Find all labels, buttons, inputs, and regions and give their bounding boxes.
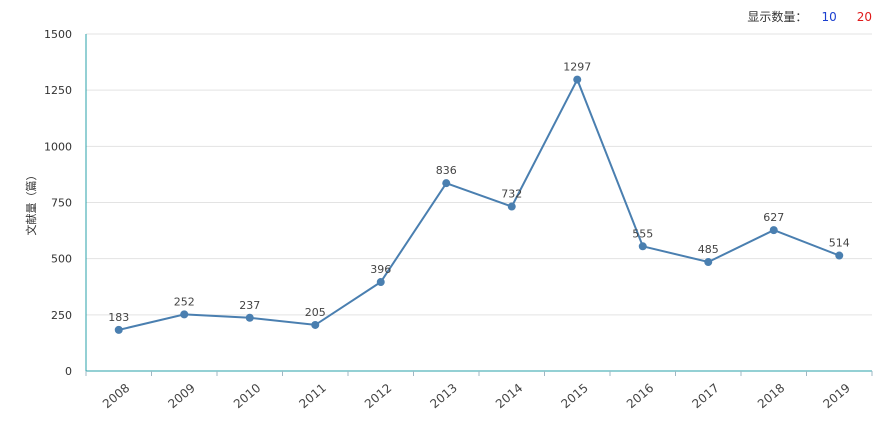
y-axis-label: 文献量（篇） bbox=[24, 170, 38, 236]
data-label: 485 bbox=[698, 243, 719, 256]
data-label: 627 bbox=[763, 211, 784, 224]
data-label: 205 bbox=[305, 306, 326, 319]
x-tick-label: 2013 bbox=[427, 381, 459, 411]
data-point[interactable] bbox=[376, 278, 385, 287]
x-tick-label: 2008 bbox=[100, 381, 132, 411]
display-count-toolbar: 显示数量： 10 20 bbox=[747, 8, 872, 25]
y-tick-label: 1500 bbox=[44, 28, 72, 41]
data-label: 514 bbox=[829, 237, 850, 250]
x-tick-label: 2010 bbox=[231, 381, 263, 411]
y-tick-label: 1250 bbox=[44, 84, 72, 97]
data-label: 396 bbox=[370, 263, 391, 276]
y-tick-label: 0 bbox=[65, 365, 72, 378]
axes bbox=[85, 34, 873, 376]
x-tick-label: 2009 bbox=[165, 381, 197, 411]
y-tick-label: 1000 bbox=[44, 140, 72, 153]
data-point[interactable] bbox=[114, 325, 123, 334]
data-point[interactable] bbox=[245, 313, 254, 322]
x-tick-label: 2014 bbox=[493, 381, 525, 411]
data-label: 555 bbox=[632, 227, 653, 240]
data-point[interactable] bbox=[442, 179, 451, 188]
y-tick-label: 500 bbox=[51, 253, 72, 266]
y-tick-labels: 0 250 500 750 1000 1250 1500 bbox=[44, 28, 72, 378]
data-point[interactable] bbox=[835, 251, 844, 260]
x-tick-label: 2016 bbox=[624, 381, 656, 411]
data-labels: 183 252 237 205 396 836 732 1297 555 485 627 514 bbox=[108, 61, 850, 324]
y-tick-label: 750 bbox=[51, 197, 72, 210]
data-point[interactable] bbox=[704, 258, 713, 267]
data-label: 237 bbox=[239, 299, 260, 312]
data-label: 183 bbox=[108, 311, 129, 324]
series-line bbox=[118, 77, 840, 331]
data-points bbox=[114, 75, 844, 334]
data-label: 732 bbox=[501, 188, 522, 201]
data-label: 836 bbox=[436, 164, 457, 177]
data-point[interactable] bbox=[180, 310, 189, 319]
data-label: 252 bbox=[174, 295, 195, 308]
series-path bbox=[118, 77, 840, 331]
y-tick-label: 250 bbox=[51, 309, 72, 322]
x-tick-labels: 2008 2009 2010 2011 2012 2013 2014 2015 2016 2017… bbox=[100, 381, 853, 411]
x-tick-label: 2017 bbox=[689, 381, 721, 411]
x-tick-label: 2015 bbox=[558, 381, 590, 411]
data-point[interactable] bbox=[507, 202, 516, 211]
x-tick-label: 2012 bbox=[362, 381, 394, 411]
data-label: 1297 bbox=[563, 61, 591, 74]
data-point[interactable] bbox=[638, 242, 647, 251]
display-count-20-option[interactable]: 20 bbox=[856, 9, 872, 24]
data-point[interactable] bbox=[311, 320, 320, 329]
x-tick-label: 2019 bbox=[820, 381, 852, 411]
display-count-10-option[interactable]: 10 bbox=[821, 9, 837, 24]
data-point[interactable] bbox=[573, 75, 582, 84]
x-tick-label: 2018 bbox=[755, 381, 787, 411]
display-count-label: 显示数量： bbox=[747, 10, 808, 24]
x-tick-label: 2011 bbox=[296, 381, 328, 411]
data-point[interactable] bbox=[769, 226, 778, 235]
grid-lines bbox=[86, 33, 872, 316]
